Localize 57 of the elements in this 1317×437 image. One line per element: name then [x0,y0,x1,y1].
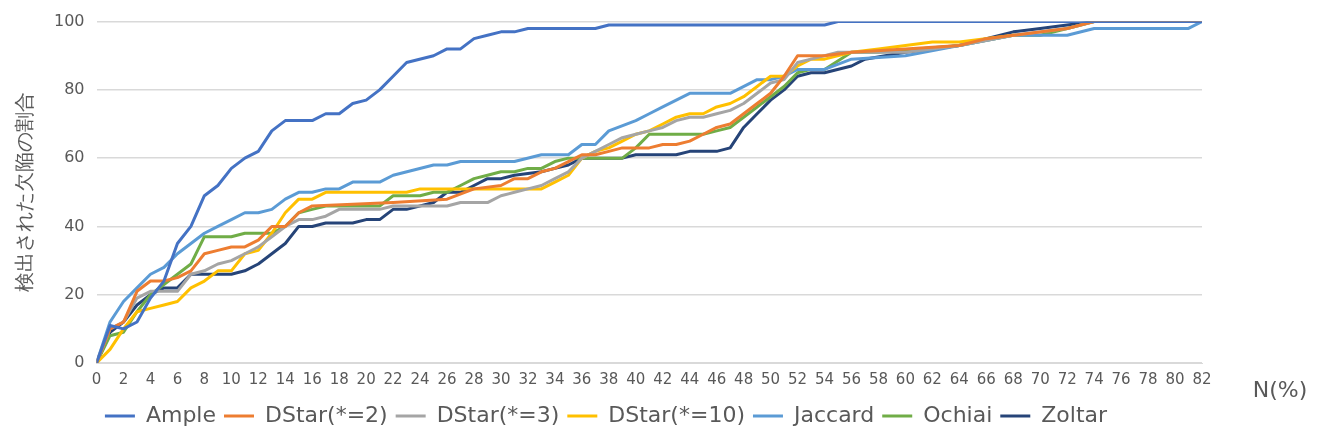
legend-label: DStar(*=3) [436,401,560,427]
x-tick-label: 6 [172,369,183,388]
x-tick-label: 34 [545,369,565,388]
x-tick-label: 58 [868,369,888,388]
x-tick-label: 30 [491,369,511,388]
legend-label: Ochiai [923,401,993,427]
y-tick-label: 0 [74,352,85,372]
x-tick-label: 76 [1111,369,1131,388]
x-tick-label: 22 [383,369,403,388]
x-tick-label: 38 [599,369,619,388]
x-tick-label: 70 [1030,369,1050,388]
x-tick-label: 50 [761,369,781,388]
x-tick-label: 18 [329,369,349,388]
y-tick-label: 100 [53,10,85,30]
x-tick-label: 36 [572,369,592,388]
x-tick-label: 20 [356,369,376,388]
x-tick-label: 0 [91,369,102,388]
legend-label: DStar(*=2) [265,401,388,427]
x-tick-label: 42 [653,369,673,388]
y-axis-title: 検出された欠陥の割合 [12,92,37,293]
x-tick-label: 62 [922,369,942,388]
y-tick-label: 40 [64,215,85,235]
x-tick-label: 52 [788,369,808,388]
x-tick-label: 2 [118,369,129,388]
legend-label: DStar(*=10) [608,401,745,427]
x-tick-label: 48 [734,369,754,388]
x-tick-label: 78 [1138,369,1158,388]
x-tick-label: 68 [1003,369,1023,388]
x-tick-label: 24 [410,369,430,388]
x-tick-label: 28 [464,369,484,388]
x-tick-label: 10 [221,369,241,388]
x-tick-label: 74 [1084,369,1104,388]
x-tick-label: 16 [302,369,322,388]
x-tick-label: 56 [841,369,862,388]
x-tick-label: 4 [145,369,156,388]
x-tick-label: 12 [248,369,268,388]
legend-label: Jaccard [791,401,875,427]
x-tick-label: 80 [1165,369,1185,388]
x-tick-label: 54 [814,369,835,388]
x-tick-label: 72 [1057,369,1077,388]
x-tick-label: 14 [275,369,295,388]
x-tick-label: 46 [707,369,727,388]
x-tick-label: 60 [895,369,915,388]
y-tick-label: 60 [64,147,85,167]
x-tick-label: 82 [1192,369,1212,388]
legend-label: Zoltar [1041,401,1109,427]
y-tick-label: 80 [64,79,85,99]
x-tick-label: 26 [437,369,457,388]
x-tick-label: 66 [976,369,996,388]
x-axis-title: N(%) [1252,376,1308,402]
y-tick-label: 20 [64,283,85,303]
x-tick-label: 44 [680,369,700,388]
x-tick-label: 32 [518,369,538,388]
x-tick-label: 8 [199,369,210,388]
x-tick-label: 40 [626,369,646,388]
legend-label: Ample [145,401,217,427]
x-tick-label: 64 [949,369,969,388]
